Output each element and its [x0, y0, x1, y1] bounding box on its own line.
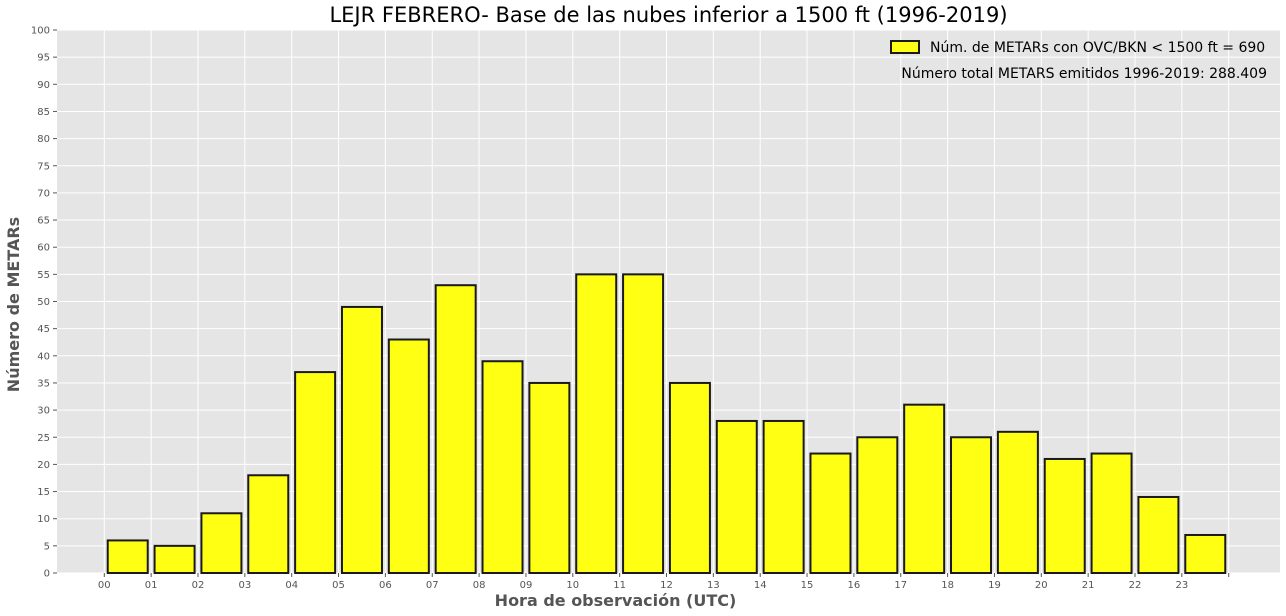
bar-17	[903, 403, 946, 575]
bar-02	[200, 512, 243, 575]
y-tick-label: 60	[37, 243, 50, 254]
x-tick-label: 10	[566, 580, 579, 591]
x-tick-label: 20	[1035, 580, 1048, 591]
bar-05	[340, 305, 383, 574]
bar-08	[481, 360, 524, 575]
bar-15	[809, 452, 852, 575]
legend-note: Número total METARS emitidos 1996-2019: …	[901, 66, 1267, 82]
x-tick-label: 12	[660, 580, 673, 591]
y-tick-label: 65	[37, 216, 50, 227]
y-axis-label: Número de METARs	[4, 217, 23, 392]
legend-entry: Núm. de METARs con OVC/BKN < 1500 ft = 6…	[930, 40, 1265, 56]
x-tick-label: 22	[1129, 580, 1142, 591]
y-tick-label: 20	[37, 460, 50, 471]
y-tick-label: 80	[37, 134, 50, 145]
bar-19	[996, 430, 1039, 574]
y-tick-label: 10	[37, 514, 50, 525]
x-tick-label: 04	[285, 580, 298, 591]
y-tick-label: 15	[37, 487, 50, 498]
y-tick-label: 95	[37, 53, 50, 64]
x-tick-label: 00	[98, 580, 111, 591]
y-tick-label: 30	[37, 406, 50, 417]
x-tick-label: 16	[848, 580, 861, 591]
y-tick-label: 35	[37, 378, 50, 389]
bar-01	[153, 544, 196, 574]
x-tick-label: 09	[520, 580, 533, 591]
y-tick-label: 50	[37, 297, 50, 308]
y-tick-label: 100	[31, 26, 50, 37]
bar-13	[715, 419, 758, 574]
bar-21	[1090, 452, 1133, 575]
legend-swatch	[890, 40, 920, 54]
x-tick-label: 01	[145, 580, 158, 591]
bar-14	[762, 419, 805, 574]
x-tick-label: 06	[379, 580, 392, 591]
x-tick-label: 08	[473, 580, 486, 591]
x-tick-label: 03	[238, 580, 251, 591]
y-axis-ticks: 0 5 10 15 20 25 30 35 40 45 50 55 60 65 70 75 80 85 90 95 10…	[31, 26, 57, 580]
legend: Núm. de METARs con OVC/BKN < 1500 ft = 6…	[890, 40, 1267, 82]
bar-07	[434, 284, 477, 574]
bar-03	[247, 474, 290, 575]
x-tick-label: 23	[1175, 580, 1188, 591]
bar-16	[856, 436, 899, 574]
x-tick-label: 13	[707, 580, 720, 591]
y-tick-label: 40	[37, 351, 50, 362]
bar-23	[1184, 533, 1227, 574]
x-tick-label: 11	[613, 580, 626, 591]
bar-20	[1043, 457, 1086, 574]
y-tick-label: 45	[37, 324, 50, 335]
y-tick-label: 5	[44, 541, 50, 552]
x-tick-label: 19	[988, 580, 1001, 591]
x-tick-label: 07	[426, 580, 439, 591]
x-tick-label: 14	[754, 580, 767, 591]
bar-06	[387, 338, 430, 575]
x-tick-label: 18	[941, 580, 954, 591]
y-tick-label: 55	[37, 270, 50, 281]
bar-22	[1137, 495, 1180, 575]
x-tick-label: 15	[801, 580, 814, 591]
bar-12	[668, 381, 711, 575]
y-tick-label: 0	[44, 569, 50, 580]
x-axis-ticks: 00 01 02 03 04 05 06 07 08 09 10 11 12 13 14 15 16 17 18 19…	[98, 573, 1230, 591]
bars	[106, 273, 1227, 575]
x-tick-label: 05	[332, 580, 345, 591]
chart-title: LEJR FEBRERO- Base de las nubes inferior…	[329, 3, 1007, 27]
y-tick-label: 85	[37, 107, 50, 118]
x-tick-label: 02	[192, 580, 205, 591]
bar-18	[950, 436, 993, 574]
y-tick-label: 90	[37, 80, 50, 91]
bar-04	[294, 371, 337, 574]
y-tick-label: 25	[37, 433, 50, 444]
bar-00	[106, 539, 149, 574]
bar-09	[528, 381, 571, 575]
x-axis-label: Hora de observación (UTC)	[495, 591, 737, 610]
bar-11	[622, 273, 665, 574]
x-tick-label: 21	[1082, 580, 1095, 591]
bar-10	[575, 273, 618, 574]
x-tick-label: 17	[894, 580, 907, 591]
y-tick-label: 70	[37, 188, 50, 199]
y-tick-label: 75	[37, 161, 50, 172]
